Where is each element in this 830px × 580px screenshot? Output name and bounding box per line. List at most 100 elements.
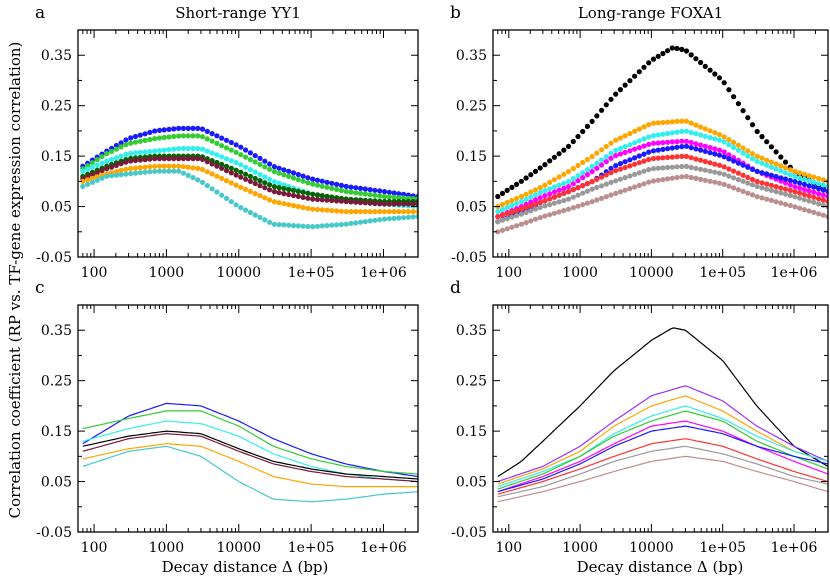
data-point-turquoise [290, 223, 297, 229]
data-point-rosybrown [712, 179, 718, 185]
data-point-orange [570, 166, 576, 172]
data-point-red [745, 174, 751, 180]
data-point-maroon [410, 201, 416, 207]
data-point-magenta [674, 139, 680, 145]
data-point-turquoise [367, 218, 373, 224]
data-point-cyan [532, 192, 539, 198]
data-point-orange [749, 151, 756, 157]
data-point-cyan [679, 128, 685, 134]
data-point-blue [391, 190, 397, 196]
data-point-maroon [113, 162, 119, 168]
data-point-orange [147, 164, 153, 170]
y-tick-label: 0.15 [41, 149, 72, 165]
data-point-orange [514, 195, 520, 202]
data-point-red [636, 160, 642, 166]
data-point-cyan [740, 150, 746, 156]
data-point-turquoise [257, 214, 263, 220]
data-point-rosybrown [570, 205, 576, 211]
data-point-orange [238, 184, 244, 190]
data-point-black [688, 52, 694, 58]
data-point-rosybrown [801, 207, 808, 213]
data-point-grey [622, 175, 628, 181]
data-point-rosybrown [735, 187, 742, 193]
data-point-cyan [561, 180, 567, 186]
data-point-turquoise [357, 219, 364, 225]
data-point-turquoise [353, 220, 359, 226]
data-point-maroon [401, 201, 407, 207]
data-point-blue [759, 170, 765, 176]
data-point-maroon [257, 183, 263, 189]
data-point-blue [754, 168, 760, 174]
data-point-red [816, 196, 822, 202]
data-point-black [754, 128, 760, 135]
data-point-orange [518, 193, 525, 200]
data-point-blue [362, 186, 368, 192]
data-point-blue [782, 176, 789, 182]
data-point-rosybrown [551, 210, 558, 216]
data-point-blue [310, 176, 316, 182]
data-point-rosybrown [523, 220, 529, 226]
data-point-green [243, 154, 249, 160]
data-point-green [223, 145, 230, 151]
data-point-turquoise [214, 189, 220, 195]
data-point-blue [166, 126, 172, 132]
data-point-blue [679, 144, 685, 150]
data-point-cyan [257, 171, 263, 178]
data-point-red [712, 161, 718, 167]
data-point-turquoise [89, 179, 95, 185]
data-point-turquoise [176, 168, 182, 174]
data-point-maroon [305, 195, 311, 201]
data-point-red [599, 174, 605, 180]
data-point-maroon [99, 168, 105, 174]
data-point-red [499, 212, 506, 218]
data-point-maroon [252, 180, 258, 187]
data-point-orange [726, 137, 732, 143]
data-point-green [228, 147, 234, 153]
data-point-orange [89, 175, 95, 181]
data-point-blue [329, 180, 335, 186]
data-point-grey [749, 182, 756, 188]
data-point-green [166, 134, 172, 140]
data-point-green [310, 181, 316, 187]
data-point-maroon [142, 157, 148, 163]
data-point-grey [816, 201, 822, 207]
data-point-blue [295, 171, 301, 178]
data-point-grey [514, 213, 520, 219]
panel-letter: b [450, 3, 461, 23]
data-point-grey [731, 175, 737, 181]
data-point-black [735, 101, 742, 107]
data-point-orange [247, 188, 253, 195]
data-point-magenta [646, 141, 652, 147]
data-point-cyan [528, 194, 534, 200]
data-point-orange [396, 209, 402, 215]
data-point-darkgreen [319, 193, 325, 199]
data-point-turquoise [247, 209, 253, 216]
data-point-green [161, 134, 167, 141]
data-point-cyan [693, 131, 699, 137]
data-point-turquoise [147, 169, 153, 175]
data-point-black [537, 165, 543, 171]
data-point-rosybrown [660, 177, 666, 183]
data-point-rosybrown [561, 208, 567, 214]
data-point-magenta [679, 138, 685, 144]
data-point-cyan [267, 176, 273, 182]
data-point-red [726, 166, 732, 172]
data-point-maroon [199, 156, 206, 162]
data-point-cyan [551, 184, 558, 190]
data-point-orange [674, 118, 680, 124]
data-point-black [613, 91, 619, 97]
data-point-black [589, 118, 595, 124]
data-point-turquoise [190, 175, 196, 181]
data-point-grey [537, 204, 543, 211]
data-point-maroon [233, 172, 239, 178]
data-point-blue [721, 154, 727, 160]
data-point-blue [209, 131, 215, 137]
data-point-blue [688, 145, 694, 151]
data-point-cyan [665, 130, 671, 137]
data-point-maroon [180, 156, 186, 162]
data-point-orange [329, 208, 335, 214]
data-point-orange [599, 147, 605, 153]
data-point-black [570, 138, 576, 145]
data-point-grey [575, 192, 581, 198]
data-point-black [674, 45, 680, 52]
